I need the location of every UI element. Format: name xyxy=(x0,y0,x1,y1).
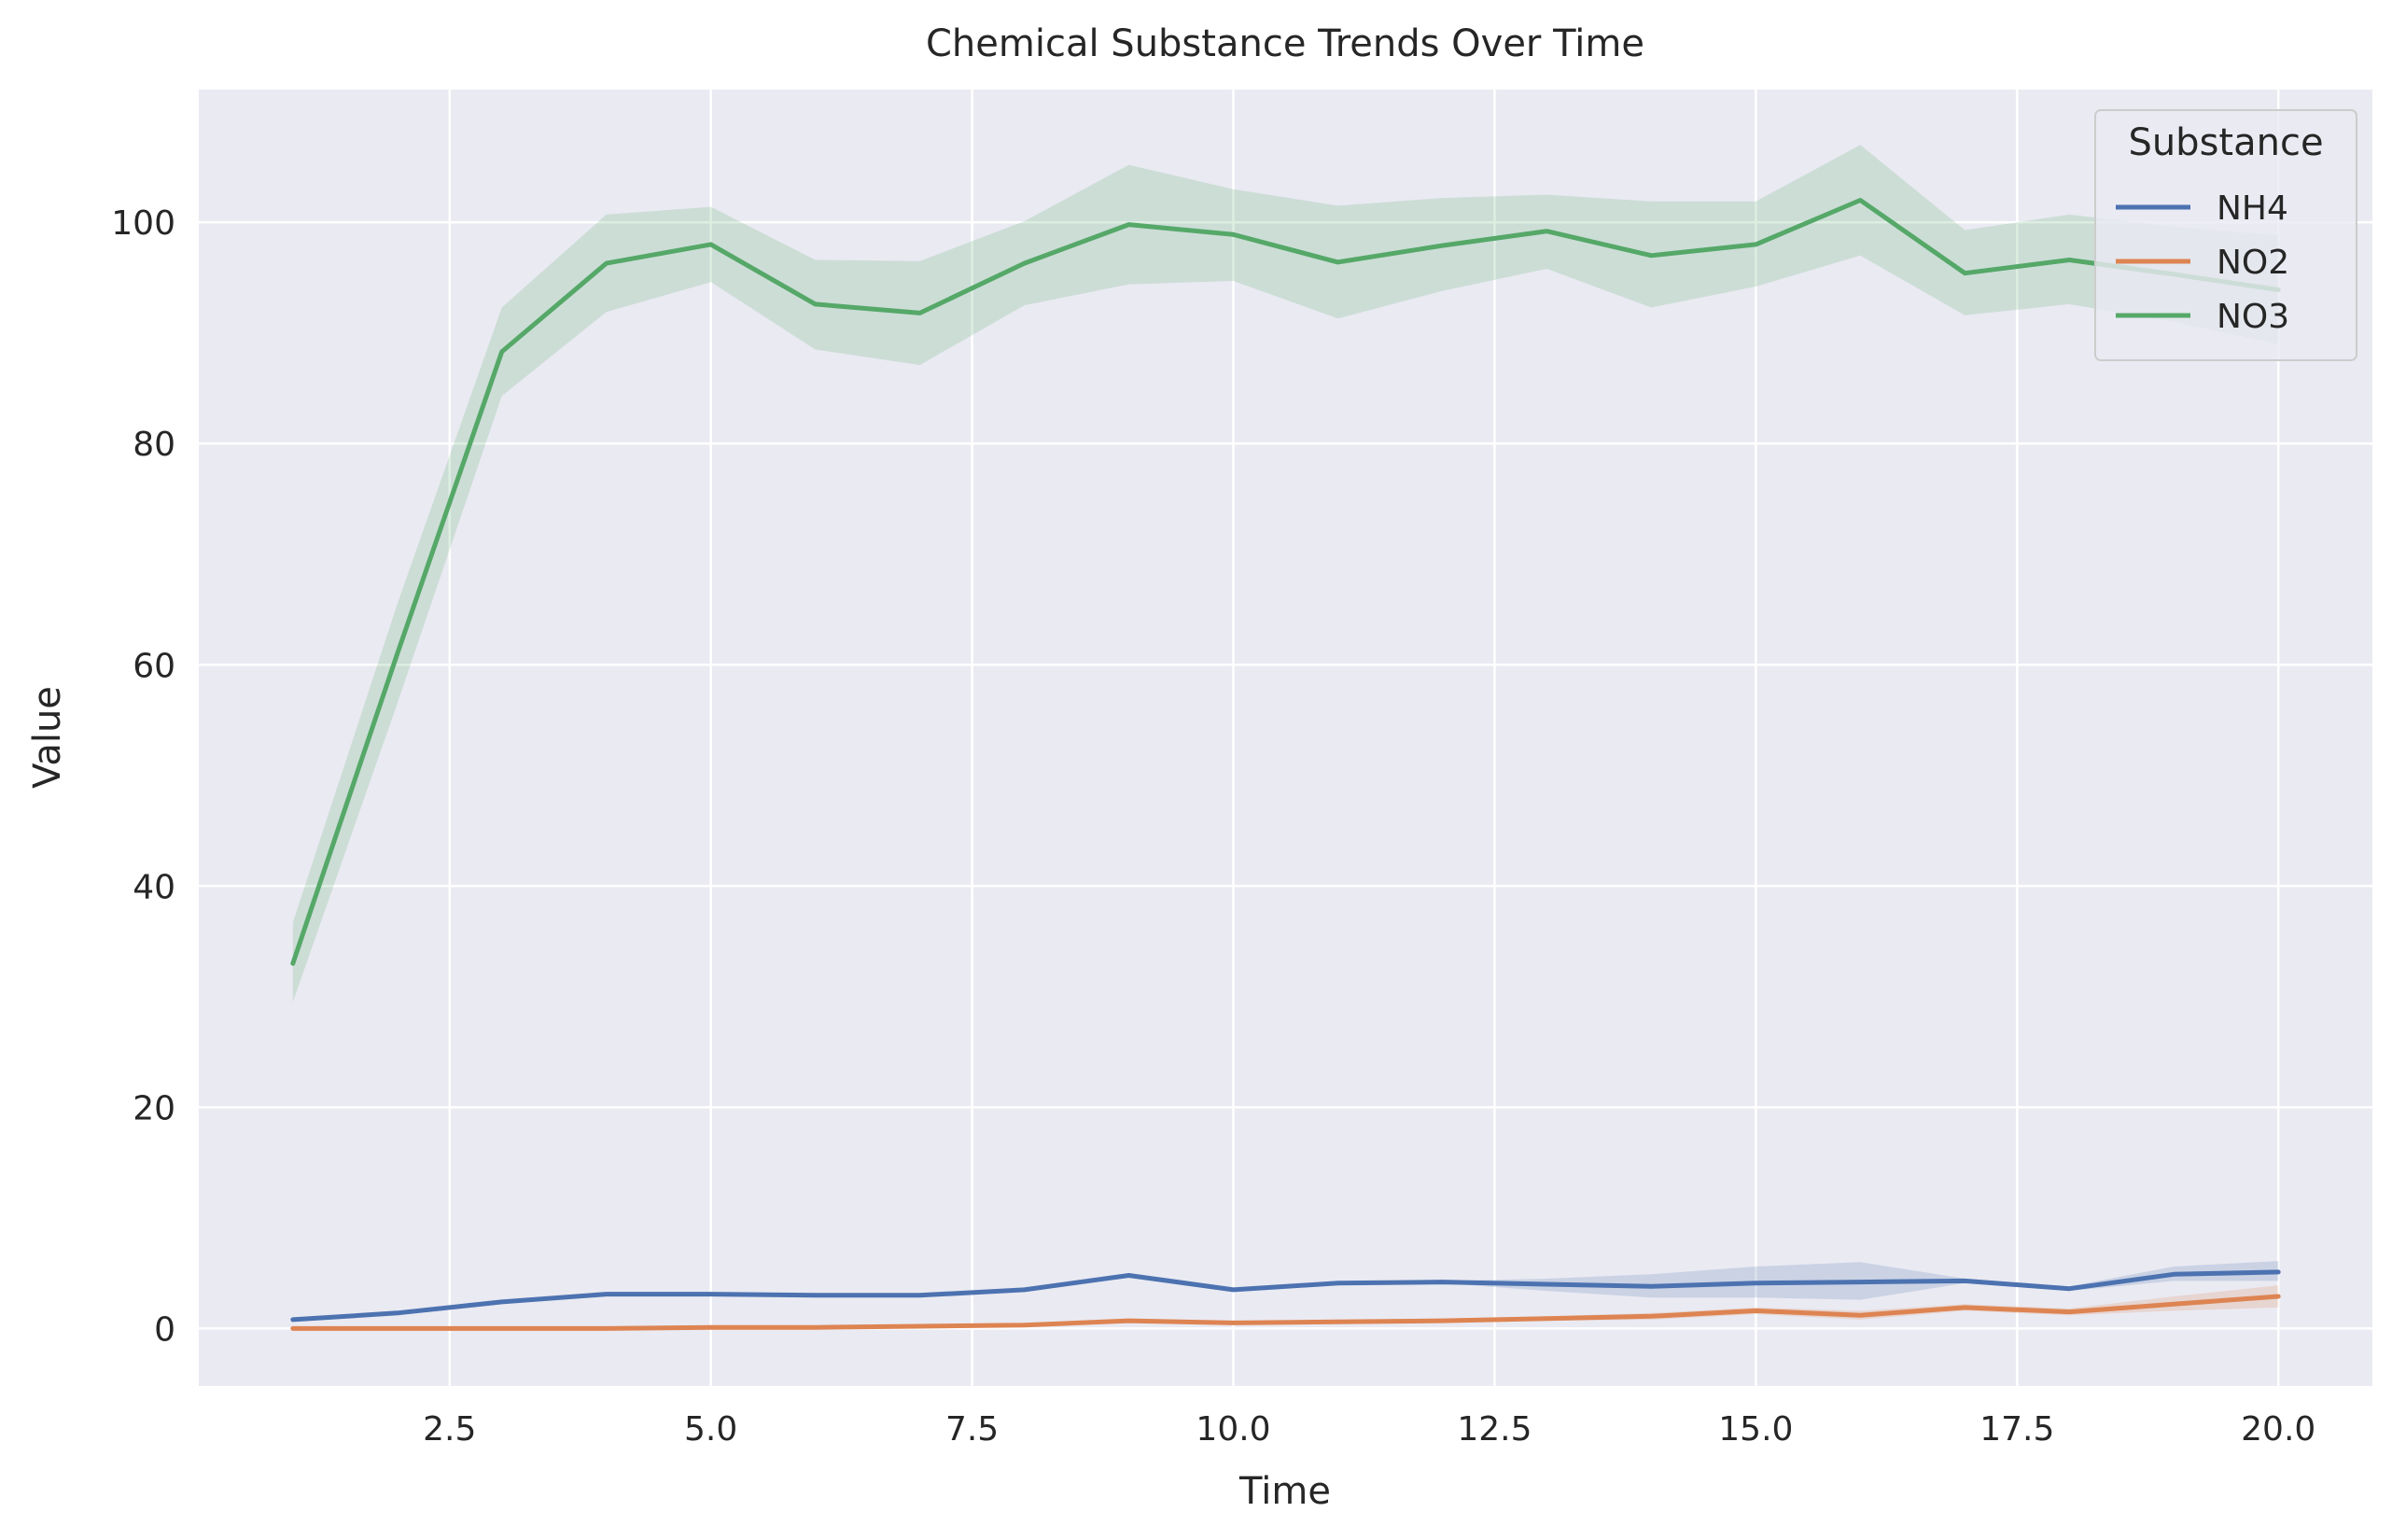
x-tick-labels: 2.5 5.0 7.5 10.0 12.5 15.0 17.5 20.0 xyxy=(423,1410,2315,1449)
x-tick-label: 12.5 xyxy=(1457,1410,1532,1449)
x-tick-label: 2.5 xyxy=(423,1410,476,1449)
y-tick-label: 100 xyxy=(111,204,175,243)
legend: Substance NH4 NO2 NO3 xyxy=(2094,109,2357,361)
band-no3 xyxy=(292,145,2279,1002)
x-tick-label: 15.0 xyxy=(1718,1410,1793,1449)
x-axis-label: Time xyxy=(1238,1470,1331,1513)
x-tick-label: 7.5 xyxy=(945,1410,999,1449)
legend-items: NH4 NO2 NO3 xyxy=(2116,189,2289,336)
confidence-bands xyxy=(292,145,2279,1329)
y-tick-label: 20 xyxy=(133,1089,175,1127)
y-axis-label: Value xyxy=(26,686,69,789)
y-tick-label: 60 xyxy=(133,647,175,685)
legend-title: Substance xyxy=(2128,121,2323,164)
x-tick-label: 10.0 xyxy=(1196,1410,1270,1449)
legend-box xyxy=(2094,109,2357,361)
series-line-nh4 xyxy=(290,1269,2281,1323)
band-nh4 xyxy=(292,1261,2279,1322)
series-line-no2 xyxy=(290,1294,2281,1331)
x-tick-label: 5.0 xyxy=(684,1410,737,1449)
legend-label-no3: NO3 xyxy=(2217,298,2289,336)
x-tick-label: 20.0 xyxy=(2241,1410,2315,1449)
series-line-no3 xyxy=(290,198,2281,966)
y-tick-label: 40 xyxy=(133,868,175,906)
legend-label-no2: NO2 xyxy=(2217,244,2289,282)
y-tick-labels: 0 20 40 60 80 100 xyxy=(111,204,175,1349)
chart-title: Chemical Substance Trends Over Time xyxy=(926,22,1644,65)
series-lines xyxy=(290,198,2281,1331)
y-tick-label: 80 xyxy=(133,426,175,464)
legend-label-nh4: NH4 xyxy=(2217,189,2288,228)
y-tick-label: 0 xyxy=(154,1310,175,1349)
plot-area xyxy=(199,90,2372,1386)
x-tick-label: 17.5 xyxy=(1979,1410,2054,1449)
